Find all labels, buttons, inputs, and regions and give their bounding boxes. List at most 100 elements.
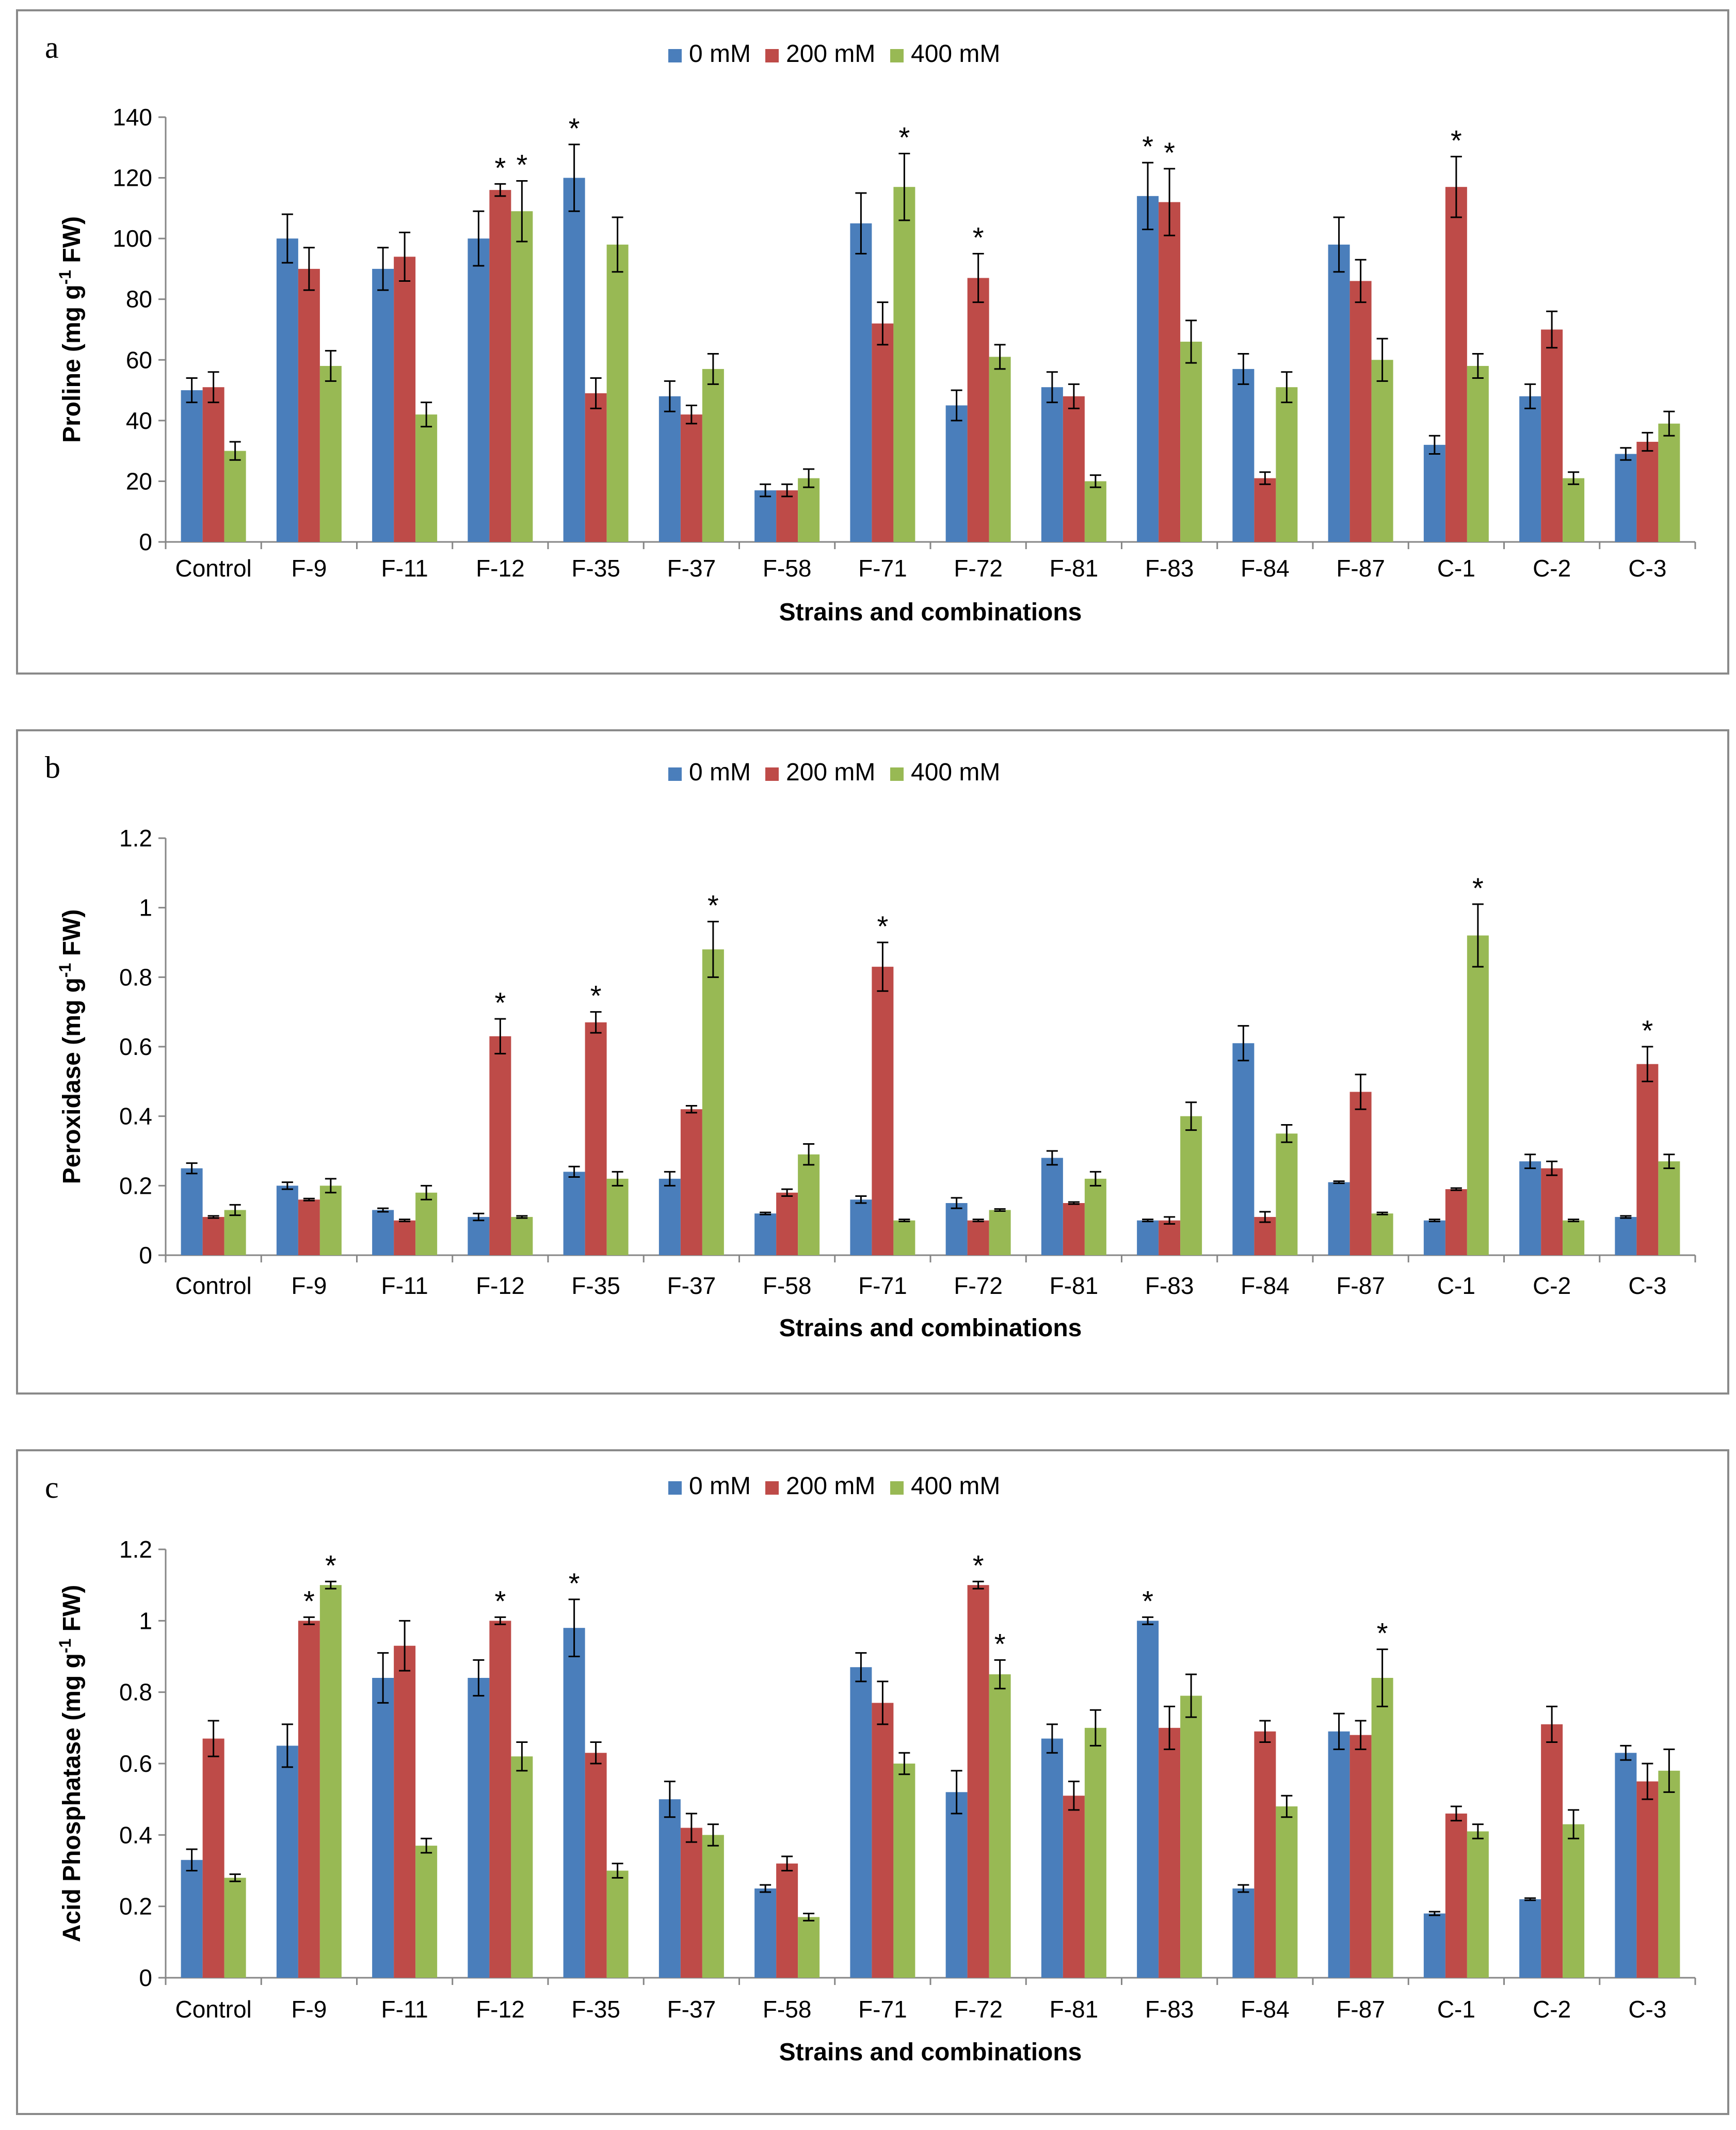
bar xyxy=(702,1835,724,1978)
significance-star: * xyxy=(1472,872,1484,904)
significance-star: * xyxy=(1164,136,1175,169)
category-label: C-3 xyxy=(1628,1996,1666,2023)
bar xyxy=(1084,1727,1106,1978)
bar xyxy=(893,187,915,542)
significance-star: * xyxy=(877,910,888,942)
bar xyxy=(850,223,872,542)
bar xyxy=(798,478,820,542)
y-axis-title-sup: -1 xyxy=(56,1639,74,1653)
bar xyxy=(658,396,681,542)
legend-swatch xyxy=(765,1481,779,1495)
bar xyxy=(319,366,342,542)
category-label: F-9 xyxy=(291,1996,327,2023)
bar xyxy=(563,1172,585,1255)
category-label: F-12 xyxy=(476,1996,525,2023)
significance-star: * xyxy=(569,1567,580,1599)
bar xyxy=(319,1585,342,1978)
bar xyxy=(372,1678,394,1978)
bar xyxy=(1232,1888,1255,1978)
category-label: F-81 xyxy=(1050,1996,1099,2023)
category-label: C-1 xyxy=(1437,1272,1475,1299)
category-label: C-2 xyxy=(1533,1272,1571,1299)
bar xyxy=(1563,1824,1585,1978)
category-label: F-58 xyxy=(763,1272,812,1299)
x-axis-title: Strains and combinations xyxy=(779,2039,1082,2066)
bar xyxy=(893,1764,915,1978)
bar xyxy=(394,1645,416,1978)
bar xyxy=(1349,1092,1372,1255)
category-label: F-58 xyxy=(763,1996,812,2023)
bar xyxy=(1423,1913,1445,1978)
bar xyxy=(1349,1735,1372,1978)
category-label: F-37 xyxy=(667,555,716,582)
bar xyxy=(394,257,416,542)
bar xyxy=(1328,1731,1350,1978)
bar xyxy=(1615,1753,1637,1978)
y-axis-title-tail: FW) xyxy=(58,216,86,270)
bar xyxy=(754,1888,777,1978)
chart-svg: b 0 mM 200 mM 400 mM 0 0.2 0.4 0.6 0.8 1 1.2 Contro… xyxy=(45,750,1696,1342)
bar xyxy=(776,1192,798,1255)
bar xyxy=(967,278,989,542)
category-label: F-83 xyxy=(1145,1996,1194,2023)
category-label: F-84 xyxy=(1241,555,1290,582)
bar xyxy=(563,1628,585,1978)
category-label: F-35 xyxy=(571,1996,620,2023)
bar xyxy=(1063,396,1085,542)
bar xyxy=(776,490,798,542)
y-tick-label: 0.8 xyxy=(119,964,152,990)
category-label: F-11 xyxy=(381,1272,428,1299)
y-axis-title-tail: FW) xyxy=(58,1585,86,1639)
y-tick-label: 0.8 xyxy=(119,1679,152,1706)
bar xyxy=(181,1860,203,1978)
bar xyxy=(1159,1727,1181,1978)
bar xyxy=(1159,1220,1181,1255)
category-label: F-72 xyxy=(954,555,1003,582)
bar xyxy=(850,1199,872,1255)
category-label: C-3 xyxy=(1628,555,1666,582)
bar xyxy=(754,1213,777,1255)
bar xyxy=(1328,1182,1350,1255)
bar xyxy=(181,1168,203,1255)
bar xyxy=(893,1220,915,1255)
bar xyxy=(1519,1161,1541,1255)
bar xyxy=(224,451,246,542)
significance-star: * xyxy=(1451,124,1462,156)
bar xyxy=(872,967,894,1255)
bar xyxy=(415,1846,438,1978)
significance-star: * xyxy=(708,889,719,922)
bar xyxy=(754,490,777,542)
bar xyxy=(1519,1899,1541,1978)
legend-label: 400 mM xyxy=(911,759,1000,786)
legend-swatch xyxy=(890,767,904,781)
y-tick-label: 1.2 xyxy=(119,825,152,852)
bar xyxy=(1658,423,1680,542)
category-label: F-83 xyxy=(1145,555,1194,582)
bar xyxy=(1137,196,1159,542)
significance-star: * xyxy=(516,148,527,181)
y-axis-title: Proline (mg g-1 FW) xyxy=(56,216,86,443)
y-tick-label: 1.2 xyxy=(119,1536,152,1563)
bar xyxy=(945,405,968,542)
bar xyxy=(606,1178,629,1255)
bar xyxy=(1445,187,1467,542)
significance-star: * xyxy=(569,112,580,145)
category-label: F-37 xyxy=(667,1996,716,2023)
bar xyxy=(1615,454,1637,542)
legend-label: 0 mM xyxy=(689,40,751,68)
bar xyxy=(1137,1621,1159,1978)
bar xyxy=(319,1186,342,1255)
bar xyxy=(1445,1813,1467,1978)
bar xyxy=(1563,478,1585,542)
category-label: F-9 xyxy=(291,555,327,582)
legend-swatch xyxy=(668,49,682,62)
legend: 0 mM 200 mM 400 mM xyxy=(668,1472,1000,1500)
legend-label: 400 mM xyxy=(911,1472,1000,1500)
bar xyxy=(1159,202,1181,542)
bar xyxy=(224,1878,246,1978)
bar xyxy=(181,390,203,542)
y-tick-label: 0 xyxy=(139,1242,152,1269)
chart-panel-b: b 0 mM 200 mM 400 mM 0 0.2 0.4 0.6 0.8 1 1.2 Contro… xyxy=(16,729,1729,1395)
bar xyxy=(680,1828,702,1978)
y-tick-label: 0.6 xyxy=(119,1033,152,1060)
